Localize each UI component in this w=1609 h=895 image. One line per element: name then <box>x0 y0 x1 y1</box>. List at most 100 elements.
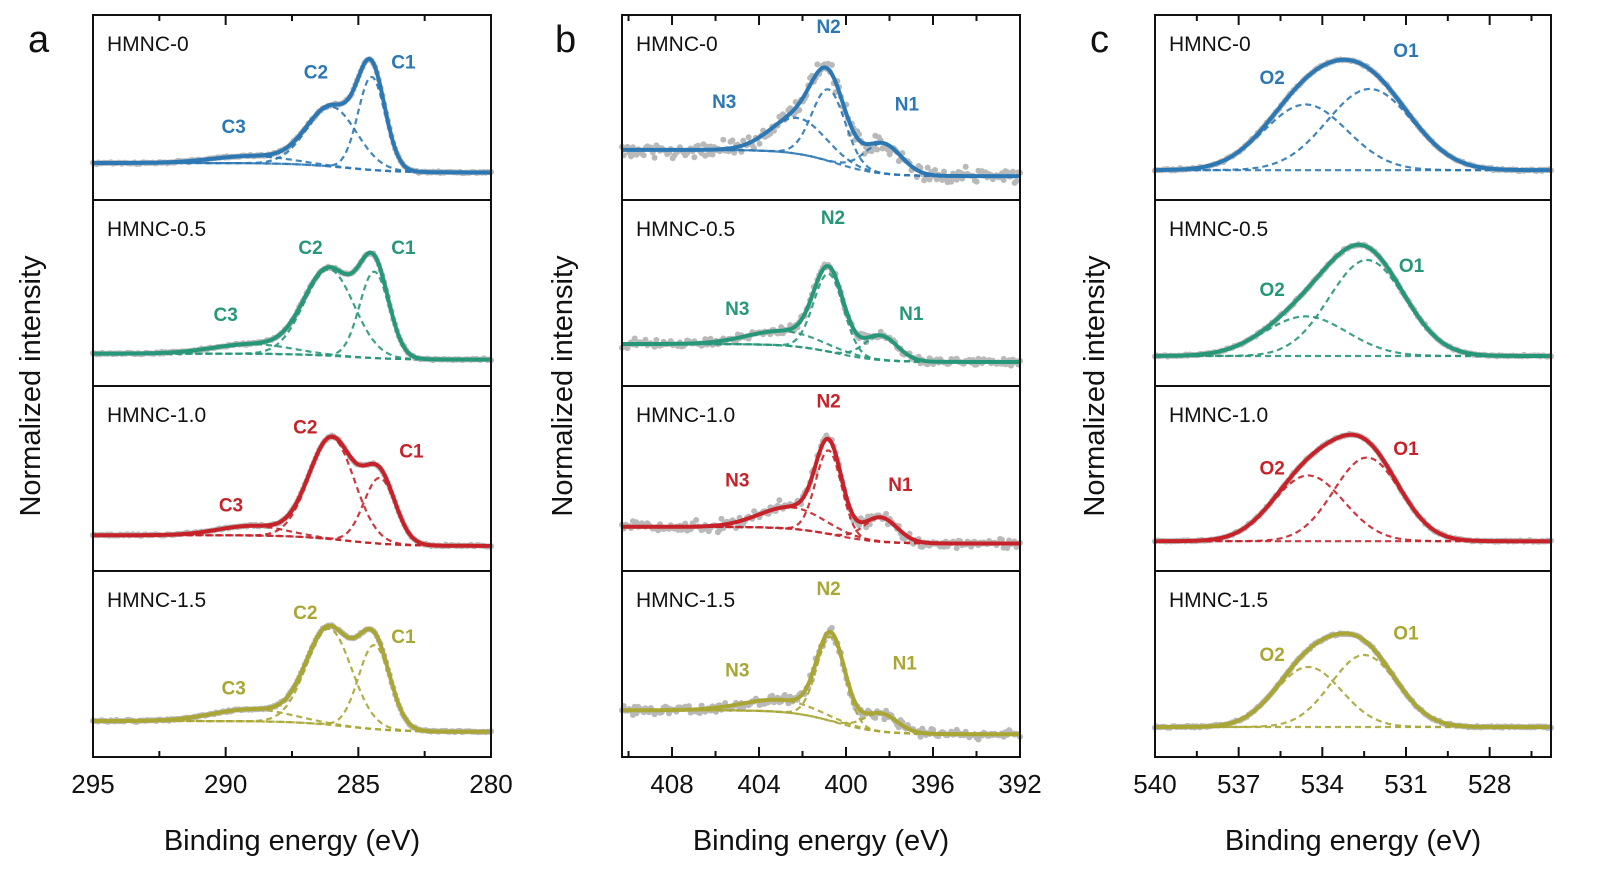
peak-label-o1: O1 <box>1399 256 1425 277</box>
peak-label-c1: C1 <box>391 627 416 648</box>
sample-label: HMNC-0 <box>107 33 189 56</box>
fit-envelope <box>1155 242 1551 358</box>
data-point <box>731 149 738 156</box>
subplot-hmnc-0: HMNC-0 O1 O2 <box>1152 14 1554 201</box>
peak-label-n1: N1 <box>895 94 920 115</box>
data-point <box>651 154 658 161</box>
fit-component-c1 <box>93 75 491 174</box>
sample-label: HMNC-0.5 <box>1169 218 1268 241</box>
data-point <box>691 154 698 161</box>
subplot-hmnc-1-0: HMNC-1.0 C1 C2 C3 <box>90 385 494 572</box>
peak-label-c2: C2 <box>304 62 328 83</box>
panel-letter: a <box>28 19 50 61</box>
peak-label-o2: O2 <box>1259 280 1284 301</box>
fit-component-o2 <box>1155 665 1551 729</box>
peak-label-n3: N3 <box>725 470 749 491</box>
fit-component-o1 <box>1155 87 1551 172</box>
panel-b: b Normalized intensity Binding energy (eV)… <box>547 14 1042 857</box>
peak-label-n1: N1 <box>899 304 924 325</box>
peak-label-o1: O1 <box>1393 41 1419 62</box>
data-point <box>740 137 747 144</box>
data-point <box>714 529 721 536</box>
data-point <box>899 534 906 541</box>
sample-label: HMNC-1.0 <box>636 404 735 427</box>
panel-a: a Normalized intensity Binding energy (eV)… <box>15 14 513 857</box>
data-point <box>975 167 982 174</box>
x-tick-label: 280 <box>469 769 512 799</box>
data-point <box>924 164 931 171</box>
data-points <box>619 60 1023 186</box>
subplot-frame <box>621 570 1021 758</box>
sample-label: HMNC-0 <box>1169 33 1251 56</box>
x-axis-label: Binding energy (eV) <box>693 825 949 857</box>
subplot-hmnc-1-5: HMNC-1.5 O1 O2 <box>1152 570 1554 758</box>
peak-label-n3: N3 <box>712 92 736 113</box>
peak-label-c3: C3 <box>219 495 243 516</box>
x-tick-label: 290 <box>204 769 247 799</box>
data-points <box>1152 241 1554 360</box>
peak-label-n2: N2 <box>821 208 845 229</box>
data-point <box>1011 179 1018 186</box>
data-point <box>727 138 734 145</box>
peak-label-c1: C1 <box>391 238 416 259</box>
fit-envelope <box>1155 57 1551 173</box>
subplot-hmnc-1-0: HMNC-1.0 N1 N2 N3 <box>619 385 1023 572</box>
panel-letter: b <box>555 19 576 61</box>
x-tick-label: 392 <box>998 769 1041 799</box>
data-point <box>941 168 947 175</box>
x-axis: 408 404 400 396 392 <box>627 15 1042 799</box>
data-point <box>653 142 660 149</box>
data-point <box>884 146 891 153</box>
fit-envelope <box>93 623 491 734</box>
x-tick-label: 396 <box>911 769 954 799</box>
data-point <box>684 527 691 534</box>
subplot-hmnc-1-5: HMNC-1.5 C1 C2 C3 <box>90 570 494 758</box>
peak-label-c2: C2 <box>293 418 317 439</box>
peak-label-c2: C2 <box>293 603 317 624</box>
peak-label-o1: O1 <box>1393 623 1419 644</box>
panel-letter: c <box>1090 19 1109 61</box>
data-point <box>776 113 783 120</box>
fit-component-o1 <box>1155 653 1551 729</box>
subplot-hmnc-1-5: HMNC-1.5 N1 N2 N3 <box>619 570 1023 758</box>
data-point <box>962 163 969 170</box>
x-axis-label: Binding energy (eV) <box>1225 825 1481 857</box>
x-tick-label: 404 <box>737 769 780 799</box>
sample-label: HMNC-1.0 <box>1169 404 1268 427</box>
data-point <box>751 508 758 515</box>
fit-envelope <box>622 65 1020 179</box>
data-point <box>953 726 960 733</box>
fit-envelope <box>93 250 491 362</box>
peak-label-c3: C3 <box>221 117 245 138</box>
fit-component-o2 <box>1155 474 1551 543</box>
data-point <box>886 151 893 158</box>
x-tick-label: 400 <box>824 769 867 799</box>
subplot-hmnc-0: HMNC-0 C1 C2 C3 <box>90 14 494 201</box>
fit-component-o1 <box>1155 258 1551 358</box>
data-point <box>718 515 725 522</box>
data-points <box>90 56 494 177</box>
data-point <box>879 145 886 152</box>
fit-component-c2 <box>93 268 491 361</box>
data-point <box>881 716 888 723</box>
fit-component-n3 <box>622 698 1020 736</box>
peak-label-n2: N2 <box>816 17 840 38</box>
data-point <box>895 158 902 165</box>
sample-label: HMNC-0.5 <box>636 218 735 241</box>
fit-component-c2 <box>93 436 491 547</box>
data-point <box>669 155 676 162</box>
peak-label-o2: O2 <box>1259 645 1284 666</box>
data-point <box>955 169 962 175</box>
fit-envelope <box>93 56 491 175</box>
peak-label-n2: N2 <box>816 391 840 412</box>
data-points <box>90 622 494 736</box>
subplot-hmnc-0: HMNC-0 N1 N2 N3 <box>619 14 1023 201</box>
y-axis-label: Normalized intensity <box>15 255 47 517</box>
data-point <box>921 177 928 184</box>
data-point <box>631 335 638 342</box>
x-tick-label: 295 <box>71 769 114 799</box>
sample-label: HMNC-1.5 <box>107 589 206 612</box>
data-point <box>700 141 707 148</box>
data-point <box>953 545 960 552</box>
